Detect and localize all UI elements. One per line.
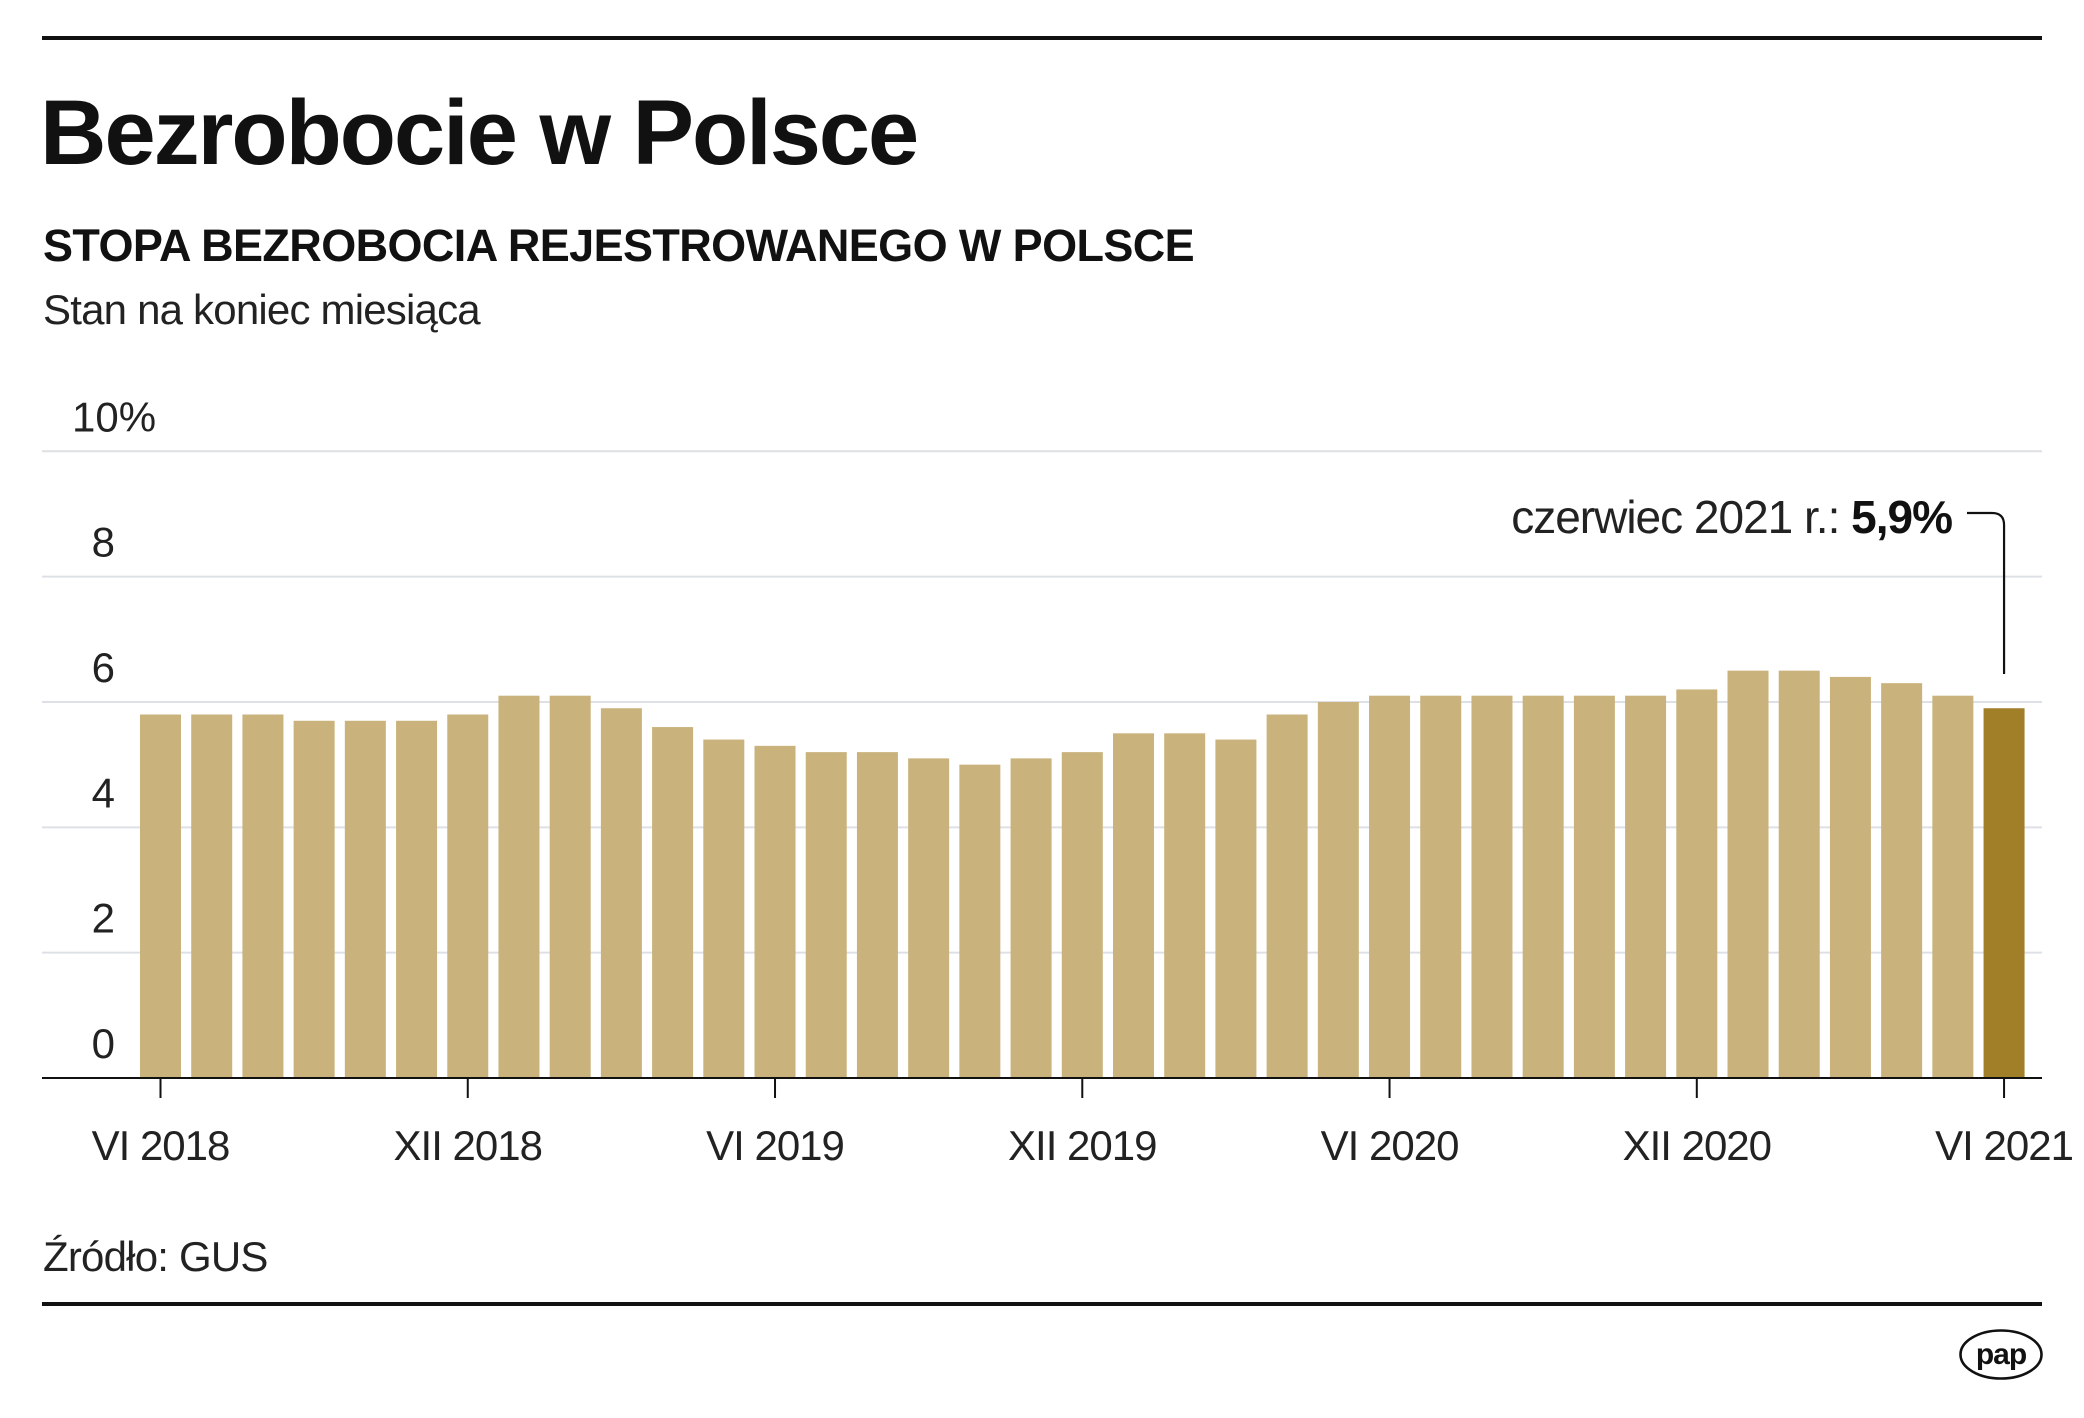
bar-vi-2020 (1369, 695, 1411, 1078)
page-title: Bezrobocie w Polsce (40, 82, 919, 184)
y-tick-label: 2 (92, 895, 115, 942)
bar-i-2019 (498, 695, 540, 1078)
y-axis-labels: 0 2 4 6 8 10% (72, 393, 156, 1067)
bar-iv-2019 (652, 727, 694, 1078)
bar-v-2020 (1317, 701, 1359, 1078)
bar-xi-2018 (396, 720, 438, 1078)
bar-iii-2019 (600, 708, 642, 1078)
chart-note: Stan na koniec miesiąca (43, 286, 481, 333)
x-tick-label: XII 2020 (1623, 1122, 1771, 1169)
bar-viii-2020 (1471, 695, 1513, 1078)
annotation: czerwiec 2021 r.: 5,9% (1511, 491, 2006, 674)
bar-x-2018 (344, 720, 386, 1078)
y-tick-label: 0 (92, 1020, 115, 1067)
bar-ix-2018 (293, 720, 335, 1078)
bar-i-2020 (1112, 733, 1154, 1079)
annotation-value: 5,9% (1851, 491, 1952, 543)
bar-iii-2021 (1829, 676, 1871, 1078)
y-tick-label: 8 (92, 519, 115, 566)
bar-ix-2020 (1522, 695, 1564, 1078)
bar-viii-2018 (242, 714, 284, 1078)
chart-subtitle: STOPA BEZROBOCIA REJESTROWANEGO W POLSCE (43, 220, 1195, 271)
bar-vi-2021 (1983, 708, 2025, 1078)
bar-ii-2019 (549, 695, 591, 1078)
bar-xi-2020 (1625, 695, 1667, 1078)
x-axis: VI 2018 XII 2018 VI 2019 XII 2019 VI 2020 XII… (42, 1077, 2074, 1169)
x-tick-label: XII 2018 (394, 1122, 542, 1169)
x-tick-label: XII 2019 (1008, 1122, 1156, 1169)
bar-vi-2019 (754, 745, 796, 1078)
x-tick-label: VI 2018 (92, 1122, 230, 1169)
bar-vii-2019 (805, 752, 847, 1078)
bar-viii-2019 (856, 752, 898, 1078)
bar-ix-2019 (908, 758, 950, 1078)
bar-ii-2020 (1164, 733, 1206, 1079)
bar-x-2019 (959, 764, 1001, 1078)
bar-v-2021 (1932, 695, 1974, 1078)
x-tick-label: VI 2019 (706, 1122, 844, 1169)
bar-iv-2020 (1266, 714, 1308, 1078)
annotation-leader-line (1967, 511, 2006, 674)
annotation-text: czerwiec 2021 r.: 5,9% (1511, 491, 1952, 543)
bar-xii-2018 (447, 714, 489, 1078)
bottom-rule (42, 1302, 2042, 1306)
y-tick-label: 10% (72, 393, 156, 440)
bar-ii-2021 (1778, 670, 1820, 1078)
x-tick-label: VI 2021 (1935, 1122, 2073, 1169)
top-rule (42, 36, 2042, 40)
bar-vii-2020 (1420, 695, 1462, 1078)
bar-xi-2019 (1010, 758, 1052, 1078)
bar-vi-2018 (140, 714, 181, 1078)
source-note: Źródło: GUS (43, 1233, 268, 1280)
x-tick-label: VI 2020 (1321, 1122, 1459, 1169)
bar-vii-2018 (191, 714, 233, 1078)
y-tick-label: 6 (92, 644, 115, 691)
annotation-label: czerwiec 2021 r.: (1511, 491, 1851, 543)
bar-xii-2019 (1061, 752, 1103, 1078)
bars (140, 670, 2025, 1079)
logo-text: pap (1976, 1338, 2027, 1371)
bar-i-2021 (1727, 670, 1769, 1078)
bar-xii-2020 (1676, 689, 1718, 1078)
bar-iv-2021 (1881, 683, 1923, 1078)
bar-x-2020 (1573, 695, 1615, 1078)
bar-v-2019 (703, 739, 745, 1078)
y-tick-label: 4 (92, 769, 115, 816)
bar-iii-2020 (1215, 739, 1257, 1078)
pap-logo-icon: pap (1959, 1329, 2043, 1380)
